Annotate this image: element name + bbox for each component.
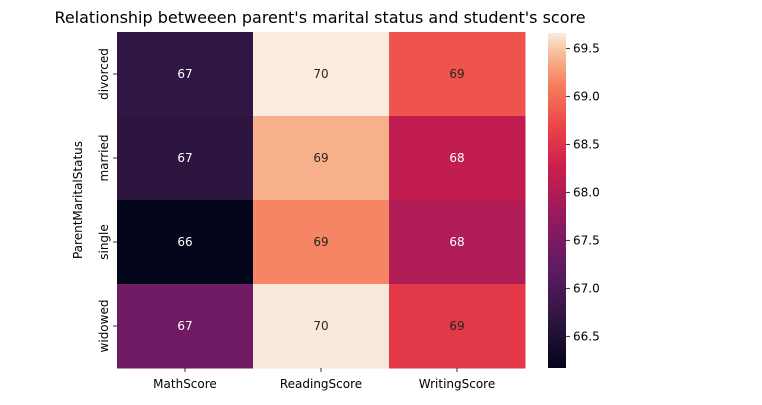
colorbar-tick-label: 69.0: [573, 89, 600, 103]
y-tick-label: married: [97, 134, 111, 181]
colorbar-tick-label: 67.5: [573, 233, 600, 247]
y-tick-label: widowed: [97, 300, 111, 353]
cell-value-label: 70: [313, 319, 328, 333]
heatmap-cell: [389, 284, 526, 369]
heatmap-cell: [117, 32, 254, 117]
x-tick-label: WritingScore: [419, 377, 495, 391]
heatmap-cell: [117, 116, 254, 201]
colorbar-ticks: 66.5 67.0 67.5 68.0 68.5 69.0 69.5: [566, 41, 600, 343]
cell-value-label: 67: [177, 319, 192, 333]
colorbar: [548, 33, 566, 368]
cell-value-label: 68: [449, 235, 464, 249]
cell-value-label: 69: [313, 151, 328, 165]
cell-value-label: 69: [313, 235, 328, 249]
heatmap-cell: [389, 116, 526, 201]
colorbar-tick-label: 66.5: [573, 329, 600, 343]
x-tick-label: MathScore: [153, 377, 217, 391]
heatmap-cell: [253, 284, 390, 369]
x-tick-label: ReadingScore: [280, 377, 362, 391]
heatmap-cell: [117, 200, 254, 285]
y-axis: divorced married single widowed: [97, 48, 117, 352]
cell-value-label: 67: [177, 151, 192, 165]
chart-title: Relationship betweeen parent's marital s…: [54, 8, 585, 27]
heatmap-cells: 67 70 69 67 69 68 66 69 68 67 70 69: [117, 32, 526, 369]
colorbar-tick-label: 68.5: [573, 137, 600, 151]
cell-value-label: 70: [313, 67, 328, 81]
heatmap-cell: [253, 116, 390, 201]
cell-value-label: 67: [177, 67, 192, 81]
colorbar-tick-label: 69.5: [573, 41, 600, 55]
heatmap-cell: [253, 32, 390, 117]
heatmap-cell: [253, 200, 390, 285]
x-axis: MathScore ReadingScore WritingScore: [153, 368, 495, 391]
colorbar-tick-label: 67.0: [573, 281, 600, 295]
cell-value-label: 69: [449, 319, 464, 333]
heatmap-cell: [389, 200, 526, 285]
y-axis-label: ParentMaritalStatus: [71, 141, 85, 259]
cell-value-label: 68: [449, 151, 464, 165]
cell-value-label: 66: [177, 235, 192, 249]
y-tick-label: divorced: [97, 48, 111, 100]
heatmap-cell: [389, 32, 526, 117]
colorbar-tick-label: 68.0: [573, 185, 600, 199]
y-tick-label: single: [97, 224, 111, 260]
heatmap-cell: [117, 284, 254, 369]
cell-value-label: 69: [449, 67, 464, 81]
